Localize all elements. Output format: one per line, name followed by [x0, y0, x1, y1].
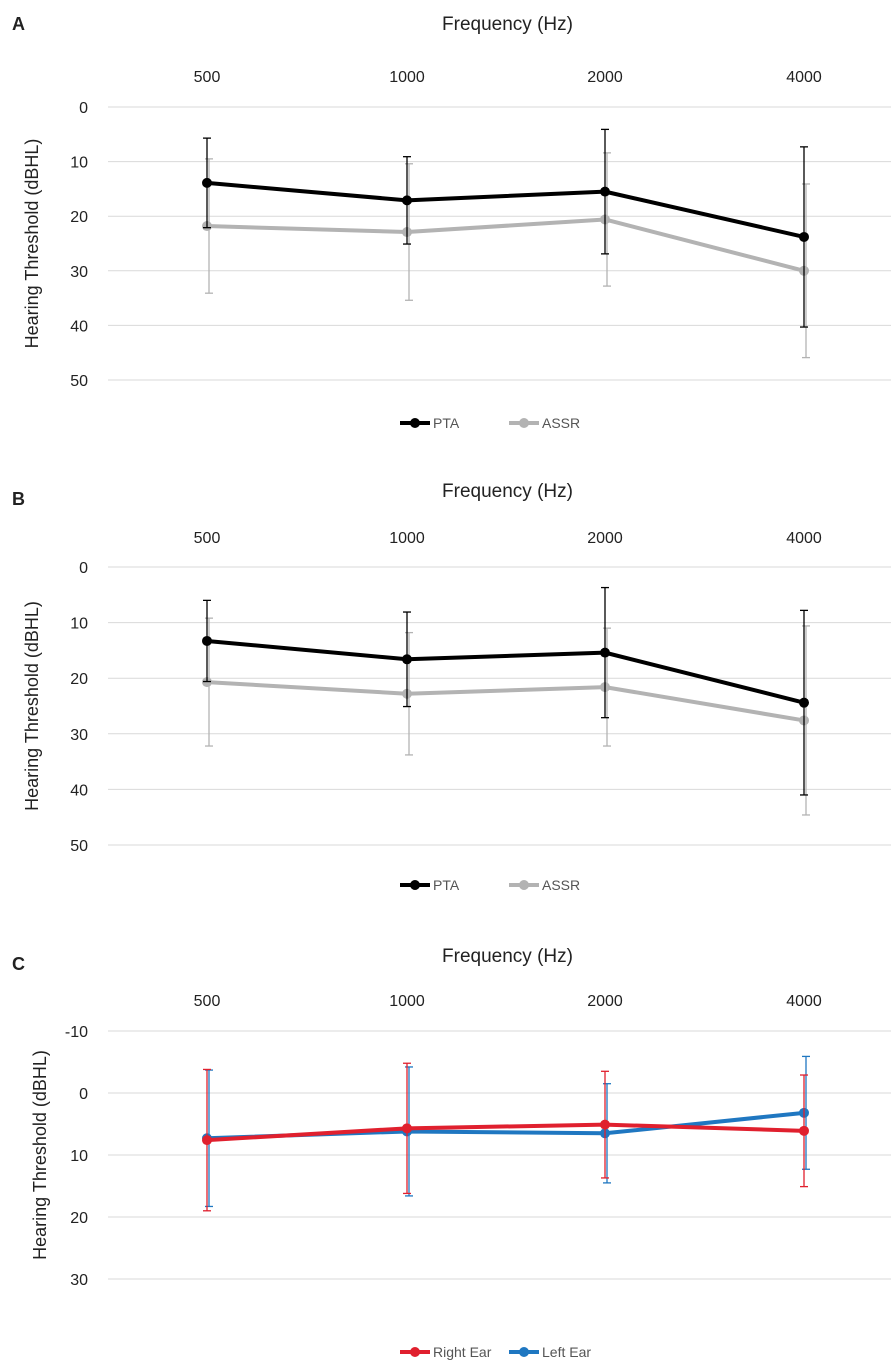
y-tick-label: 50 [70, 838, 88, 855]
y-tick-label: 20 [70, 671, 88, 688]
y-tick-label: 0 [79, 1086, 88, 1103]
legend-label: PTA [433, 877, 460, 893]
series-pta [202, 128, 809, 328]
x-tick-label: 2000 [587, 530, 623, 547]
panel-letter: B [12, 489, 25, 509]
chart-panel-a: A Frequency (Hz) Hearing Threshold (dBHL) 0… [12, 14, 891, 431]
legend-label: Right Ear [433, 1344, 492, 1360]
y-tick-label: 50 [70, 373, 88, 390]
data-point [402, 654, 412, 665]
y-tick-label: 20 [70, 1210, 88, 1227]
y-tick-label: 30 [70, 1272, 88, 1289]
chart-panel-c: C Frequency (Hz) Hearing Threshold (dBHL)-… [12, 946, 891, 1360]
legend-item: Left Ear [509, 1344, 591, 1360]
legend-item: PTA [400, 877, 460, 893]
x-tick-label: 1000 [389, 530, 425, 547]
x-axis-title: Frequency (Hz) [442, 946, 573, 967]
legend-label: ASSR [542, 415, 580, 431]
y-tick-label: 0 [79, 560, 88, 577]
data-point [600, 647, 610, 658]
data-point [600, 186, 610, 197]
x-tick-label: 500 [194, 69, 221, 86]
legend: PTA ASSR [400, 877, 580, 893]
legend-swatch-marker [519, 1347, 529, 1357]
series-pta [202, 586, 809, 796]
legend: PTA ASSR [400, 415, 580, 431]
data-point [799, 231, 809, 242]
series-assr [202, 617, 810, 816]
y-axis-title: Hearing Threshold (dBHL) [30, 1050, 50, 1260]
legend-label: ASSR [542, 877, 580, 893]
series-line [206, 1122, 805, 1143]
x-tick-label: 500 [194, 530, 221, 547]
x-tick-label: 4000 [786, 993, 822, 1010]
y-tick-label: 30 [70, 727, 88, 744]
y-tick-label: 20 [70, 209, 88, 226]
data-point [799, 1125, 809, 1136]
x-tick-label: 4000 [786, 69, 822, 86]
legend-swatch-marker [410, 880, 420, 890]
x-tick-label: 4000 [786, 530, 822, 547]
legend-label: PTA [433, 415, 460, 431]
legend-swatch-marker [519, 418, 529, 428]
series-right-ear [202, 1062, 809, 1212]
legend-item: PTA [400, 415, 460, 431]
data-point [402, 195, 412, 206]
y-tick-label: 30 [70, 264, 88, 281]
legend-swatch-marker [410, 1347, 420, 1357]
x-tick-label: 500 [194, 993, 221, 1010]
data-point [402, 1123, 412, 1134]
y-tick-label: -10 [65, 1024, 88, 1041]
x-tick-label: 2000 [587, 993, 623, 1010]
y-tick-label: 40 [70, 782, 88, 799]
y-axis-title: Hearing Threshold (dBHL) [22, 601, 42, 811]
y-tick-label: 10 [70, 1148, 88, 1165]
chart-panel-b: B Frequency (Hz) Hearing Threshold (dBHL) 0… [12, 481, 891, 893]
legend: Right Ear Left Ear [400, 1344, 591, 1360]
series-line [206, 680, 805, 723]
data-point [202, 1135, 212, 1146]
series-assr [202, 152, 810, 359]
panel-letter: A [12, 14, 25, 34]
y-tick-label: 10 [70, 616, 88, 633]
y-tick-label: 40 [70, 318, 88, 335]
x-tick-label: 1000 [389, 993, 425, 1010]
data-point [799, 697, 809, 708]
series-line [206, 180, 805, 239]
legend-item: ASSR [509, 415, 580, 431]
y-tick-label: 0 [79, 100, 88, 117]
panel-letter: C [12, 954, 25, 974]
series-line [206, 638, 805, 705]
legend-item: ASSR [509, 877, 580, 893]
legend-swatch-marker [410, 418, 420, 428]
x-tick-label: 2000 [587, 69, 623, 86]
legend-swatch-marker [519, 880, 529, 890]
x-axis-title: Frequency (Hz) [442, 14, 573, 35]
series-line [206, 217, 805, 273]
x-axis-title: Frequency (Hz) [442, 481, 573, 502]
x-tick-label: 1000 [389, 69, 425, 86]
legend-item: Right Ear [400, 1344, 492, 1360]
y-tick-label: 10 [70, 155, 88, 172]
data-point [600, 1119, 610, 1130]
series-left-ear [202, 1055, 810, 1208]
data-point [202, 177, 212, 188]
y-axis-title: Hearing Threshold (dBHL) [22, 139, 42, 349]
data-point [202, 635, 212, 646]
legend-label: Left Ear [542, 1344, 591, 1360]
